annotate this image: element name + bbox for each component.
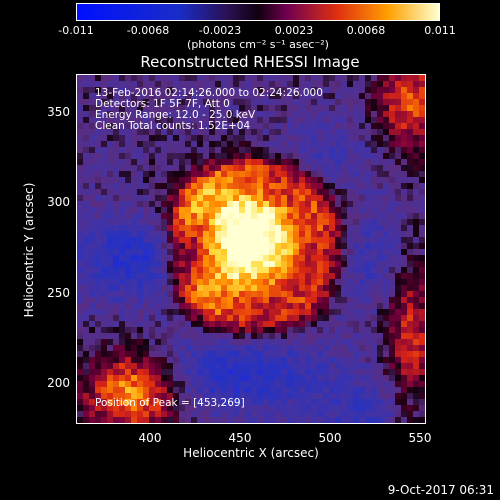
- x-tick-label: 450: [228, 431, 252, 445]
- info-detectors: Detectors: 1F 5F 7F, Att 0: [95, 98, 230, 110]
- info-clean-counts: Clean Total counts: 1.52E+04: [95, 120, 251, 132]
- y-tick-label: 350: [47, 105, 70, 119]
- x-tick-label: 500: [318, 431, 342, 445]
- colorbar: [76, 3, 440, 21]
- info-energy-range: Energy Range: 12.0 - 25.0 keV: [95, 109, 256, 121]
- x-tick-label: 550: [408, 431, 432, 445]
- info-time-range: 13-Feb-2016 02:14:26.000 to 02:24:26.000: [95, 87, 323, 99]
- colorbar-tick-label: 0.0068: [346, 24, 386, 37]
- peak-position: Position of Peak = [453,269]: [95, 397, 245, 409]
- y-axis-label: Heliocentric Y (arcsec): [22, 182, 36, 318]
- colorbar-tick-label: -0.011: [58, 24, 94, 37]
- colorbar-tick-label: -0.0068: [126, 24, 170, 37]
- colorbar-tick-label: 0.011: [424, 24, 456, 37]
- x-axis-label: Heliocentric X (arcsec): [183, 446, 319, 460]
- y-tick-label: 200: [47, 376, 70, 390]
- plot-title: Reconstructed RHESSI Image: [140, 53, 360, 71]
- rhessi-image: [76, 74, 426, 424]
- colorbar-units: (photons cm⁻² s⁻¹ asec⁻²): [187, 38, 329, 51]
- x-tick-label: 400: [138, 431, 162, 445]
- colorbar-tick-label: -0.0023: [198, 24, 242, 37]
- y-tick-label: 300: [47, 195, 70, 209]
- plot-timestamp: 9-Oct-2017 06:31: [387, 483, 494, 497]
- y-tick-label: 250: [47, 286, 70, 300]
- rhessi-map: [77, 75, 425, 423]
- colorbar-tick-label: 0.0023: [274, 24, 314, 37]
